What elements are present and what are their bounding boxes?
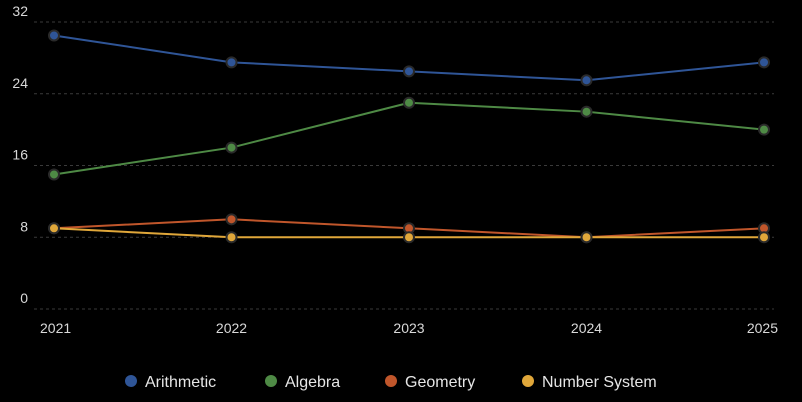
data-point[interactable] <box>580 105 593 118</box>
x-tick-label: 2022 <box>216 320 247 336</box>
data-point[interactable] <box>225 56 238 69</box>
y-tick-label: 16 <box>12 147 28 163</box>
y-axis-ticks: 0 8 16 24 32 <box>12 3 28 306</box>
series-algebra <box>48 96 770 181</box>
legend-marker <box>265 375 277 387</box>
data-point[interactable] <box>225 213 238 226</box>
x-axis-ticks: 2021 2022 2023 2024 2025 <box>40 320 778 336</box>
legend-label: Arithmetic <box>145 374 216 391</box>
series-arithmetic <box>48 29 770 87</box>
x-tick-label: 2025 <box>747 320 778 336</box>
y-tick-label: 32 <box>12 3 28 19</box>
x-tick-label: 2024 <box>571 320 602 336</box>
x-tick-label: 2023 <box>393 320 424 336</box>
data-point[interactable] <box>225 141 238 154</box>
data-point[interactable] <box>48 222 60 235</box>
data-point[interactable] <box>758 123 770 136</box>
legend-label: Number System <box>542 374 657 391</box>
y-tick-label: 0 <box>20 290 28 306</box>
legend-item-geometry[interactable]: Geometry <box>385 374 475 391</box>
y-tick-label: 24 <box>12 75 28 91</box>
data-point[interactable] <box>580 74 593 87</box>
series-lines <box>48 29 770 244</box>
legend-item-algebra[interactable]: Algebra <box>265 374 340 391</box>
data-point[interactable] <box>758 231 770 244</box>
data-point[interactable] <box>403 231 415 244</box>
legend-marker <box>385 375 397 387</box>
legend-label: Algebra <box>285 374 340 391</box>
legend-marker <box>522 375 534 387</box>
data-point[interactable] <box>48 29 60 42</box>
legend-item-arithmetic[interactable]: Arithmetic <box>125 374 216 391</box>
data-point[interactable] <box>48 168 60 181</box>
x-tick-label: 2021 <box>40 320 71 336</box>
data-point[interactable] <box>403 65 415 78</box>
data-point[interactable] <box>225 231 238 244</box>
series-number-system <box>48 222 770 244</box>
legend-item-number-system[interactable]: Number System <box>522 374 657 391</box>
series-line <box>53 101 765 176</box>
data-point[interactable] <box>403 96 415 109</box>
grid-lines <box>34 21 774 310</box>
legend-label: Geometry <box>405 374 475 391</box>
legend[interactable]: Arithmetic Algebra Geometry Number System <box>125 374 657 391</box>
data-point[interactable] <box>758 56 770 69</box>
legend-marker <box>125 375 137 387</box>
data-point[interactable] <box>580 231 593 244</box>
y-tick-label: 8 <box>20 218 28 234</box>
